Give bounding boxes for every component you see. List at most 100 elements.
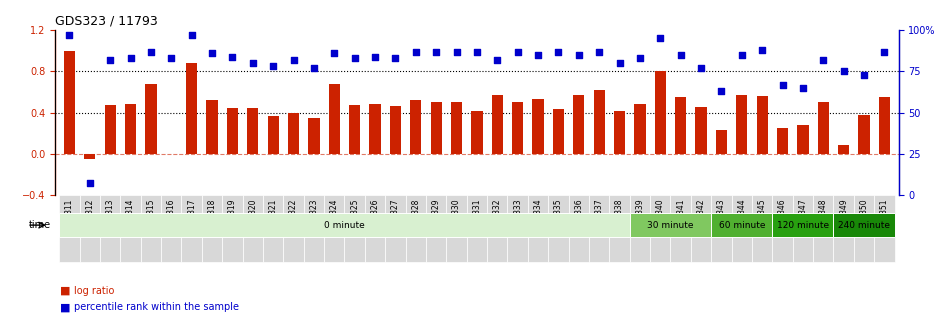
Point: [286, 57, 301, 62]
Bar: [650, 195, 670, 262]
Point: [611, 60, 627, 66]
Point: [857, 72, 872, 77]
Bar: [757, 96, 767, 154]
Bar: [182, 195, 202, 262]
Bar: [267, 116, 279, 154]
Bar: [125, 104, 136, 154]
Text: GSM5849: GSM5849: [839, 198, 848, 235]
Bar: [431, 102, 442, 154]
Point: [877, 49, 892, 54]
Text: GSM5821: GSM5821: [269, 198, 278, 235]
Bar: [263, 195, 283, 262]
Bar: [634, 104, 646, 154]
Bar: [369, 104, 380, 154]
Text: GSM5845: GSM5845: [758, 198, 767, 235]
Bar: [492, 95, 503, 154]
Bar: [838, 145, 849, 154]
Point: [551, 49, 566, 54]
Point: [531, 52, 546, 58]
Text: GSM5840: GSM5840: [656, 198, 665, 235]
Bar: [186, 63, 197, 154]
Point: [469, 49, 484, 54]
Bar: [533, 99, 544, 154]
Text: GSM5831: GSM5831: [473, 198, 481, 235]
Text: GSM5823: GSM5823: [309, 198, 319, 235]
Bar: [793, 195, 813, 262]
Bar: [508, 195, 528, 262]
Bar: [859, 115, 869, 154]
Point: [592, 49, 607, 54]
Point: [123, 55, 138, 61]
Text: GSM5847: GSM5847: [799, 198, 807, 235]
Bar: [406, 195, 426, 262]
Text: 60 minute: 60 minute: [719, 221, 765, 229]
Bar: [695, 108, 707, 154]
Bar: [731, 195, 752, 262]
Bar: [670, 195, 690, 262]
Bar: [247, 109, 259, 154]
Bar: [797, 125, 808, 154]
Bar: [390, 107, 401, 154]
Text: 0 minute: 0 minute: [324, 221, 365, 229]
Point: [164, 55, 179, 61]
Bar: [690, 195, 711, 262]
Point: [836, 69, 851, 74]
Point: [714, 88, 729, 94]
Bar: [59, 195, 80, 262]
Bar: [161, 195, 182, 262]
Bar: [85, 154, 95, 159]
Text: GSM5826: GSM5826: [371, 198, 379, 235]
Point: [204, 51, 220, 56]
Bar: [589, 195, 610, 262]
Bar: [818, 102, 829, 154]
Bar: [614, 111, 625, 154]
Text: GSM5843: GSM5843: [717, 198, 726, 235]
Text: ■: ■: [60, 302, 70, 312]
Text: GSM5839: GSM5839: [635, 198, 645, 235]
Text: GSM5825: GSM5825: [350, 198, 359, 235]
Bar: [772, 195, 793, 262]
Text: GSM5833: GSM5833: [514, 198, 522, 235]
Point: [62, 33, 77, 38]
Text: GSM5813: GSM5813: [106, 198, 115, 235]
Text: GSM5819: GSM5819: [228, 198, 237, 235]
Point: [144, 49, 159, 54]
Bar: [206, 100, 218, 154]
Bar: [833, 195, 854, 262]
Bar: [80, 195, 100, 262]
Bar: [105, 106, 116, 154]
Text: GSM5829: GSM5829: [432, 198, 440, 235]
Text: log ratio: log ratio: [74, 286, 114, 296]
Bar: [446, 195, 467, 262]
Point: [795, 85, 810, 91]
Text: GSM5812: GSM5812: [86, 198, 94, 235]
Text: GSM5814: GSM5814: [126, 198, 135, 235]
Point: [82, 181, 97, 186]
Text: GSM5815: GSM5815: [146, 198, 155, 235]
Text: GSM5828: GSM5828: [411, 198, 420, 235]
Point: [632, 55, 648, 61]
Point: [306, 66, 321, 71]
Point: [367, 54, 382, 59]
Bar: [512, 102, 523, 154]
Bar: [630, 195, 650, 262]
Bar: [410, 100, 421, 154]
Point: [754, 47, 769, 53]
Text: GSM5822: GSM5822: [289, 198, 298, 235]
Bar: [854, 195, 874, 262]
Text: GSM5834: GSM5834: [534, 198, 543, 235]
Bar: [675, 97, 687, 154]
Text: 240 minute: 240 minute: [838, 221, 890, 229]
Point: [265, 64, 281, 69]
Bar: [329, 84, 340, 154]
Text: GSM5830: GSM5830: [452, 198, 461, 235]
Point: [449, 49, 464, 54]
Point: [429, 49, 444, 54]
Bar: [654, 72, 666, 154]
Point: [184, 33, 200, 38]
Bar: [711, 213, 772, 237]
Bar: [59, 213, 630, 237]
Text: GSM5838: GSM5838: [615, 198, 624, 235]
Point: [673, 52, 689, 58]
Bar: [426, 195, 446, 262]
